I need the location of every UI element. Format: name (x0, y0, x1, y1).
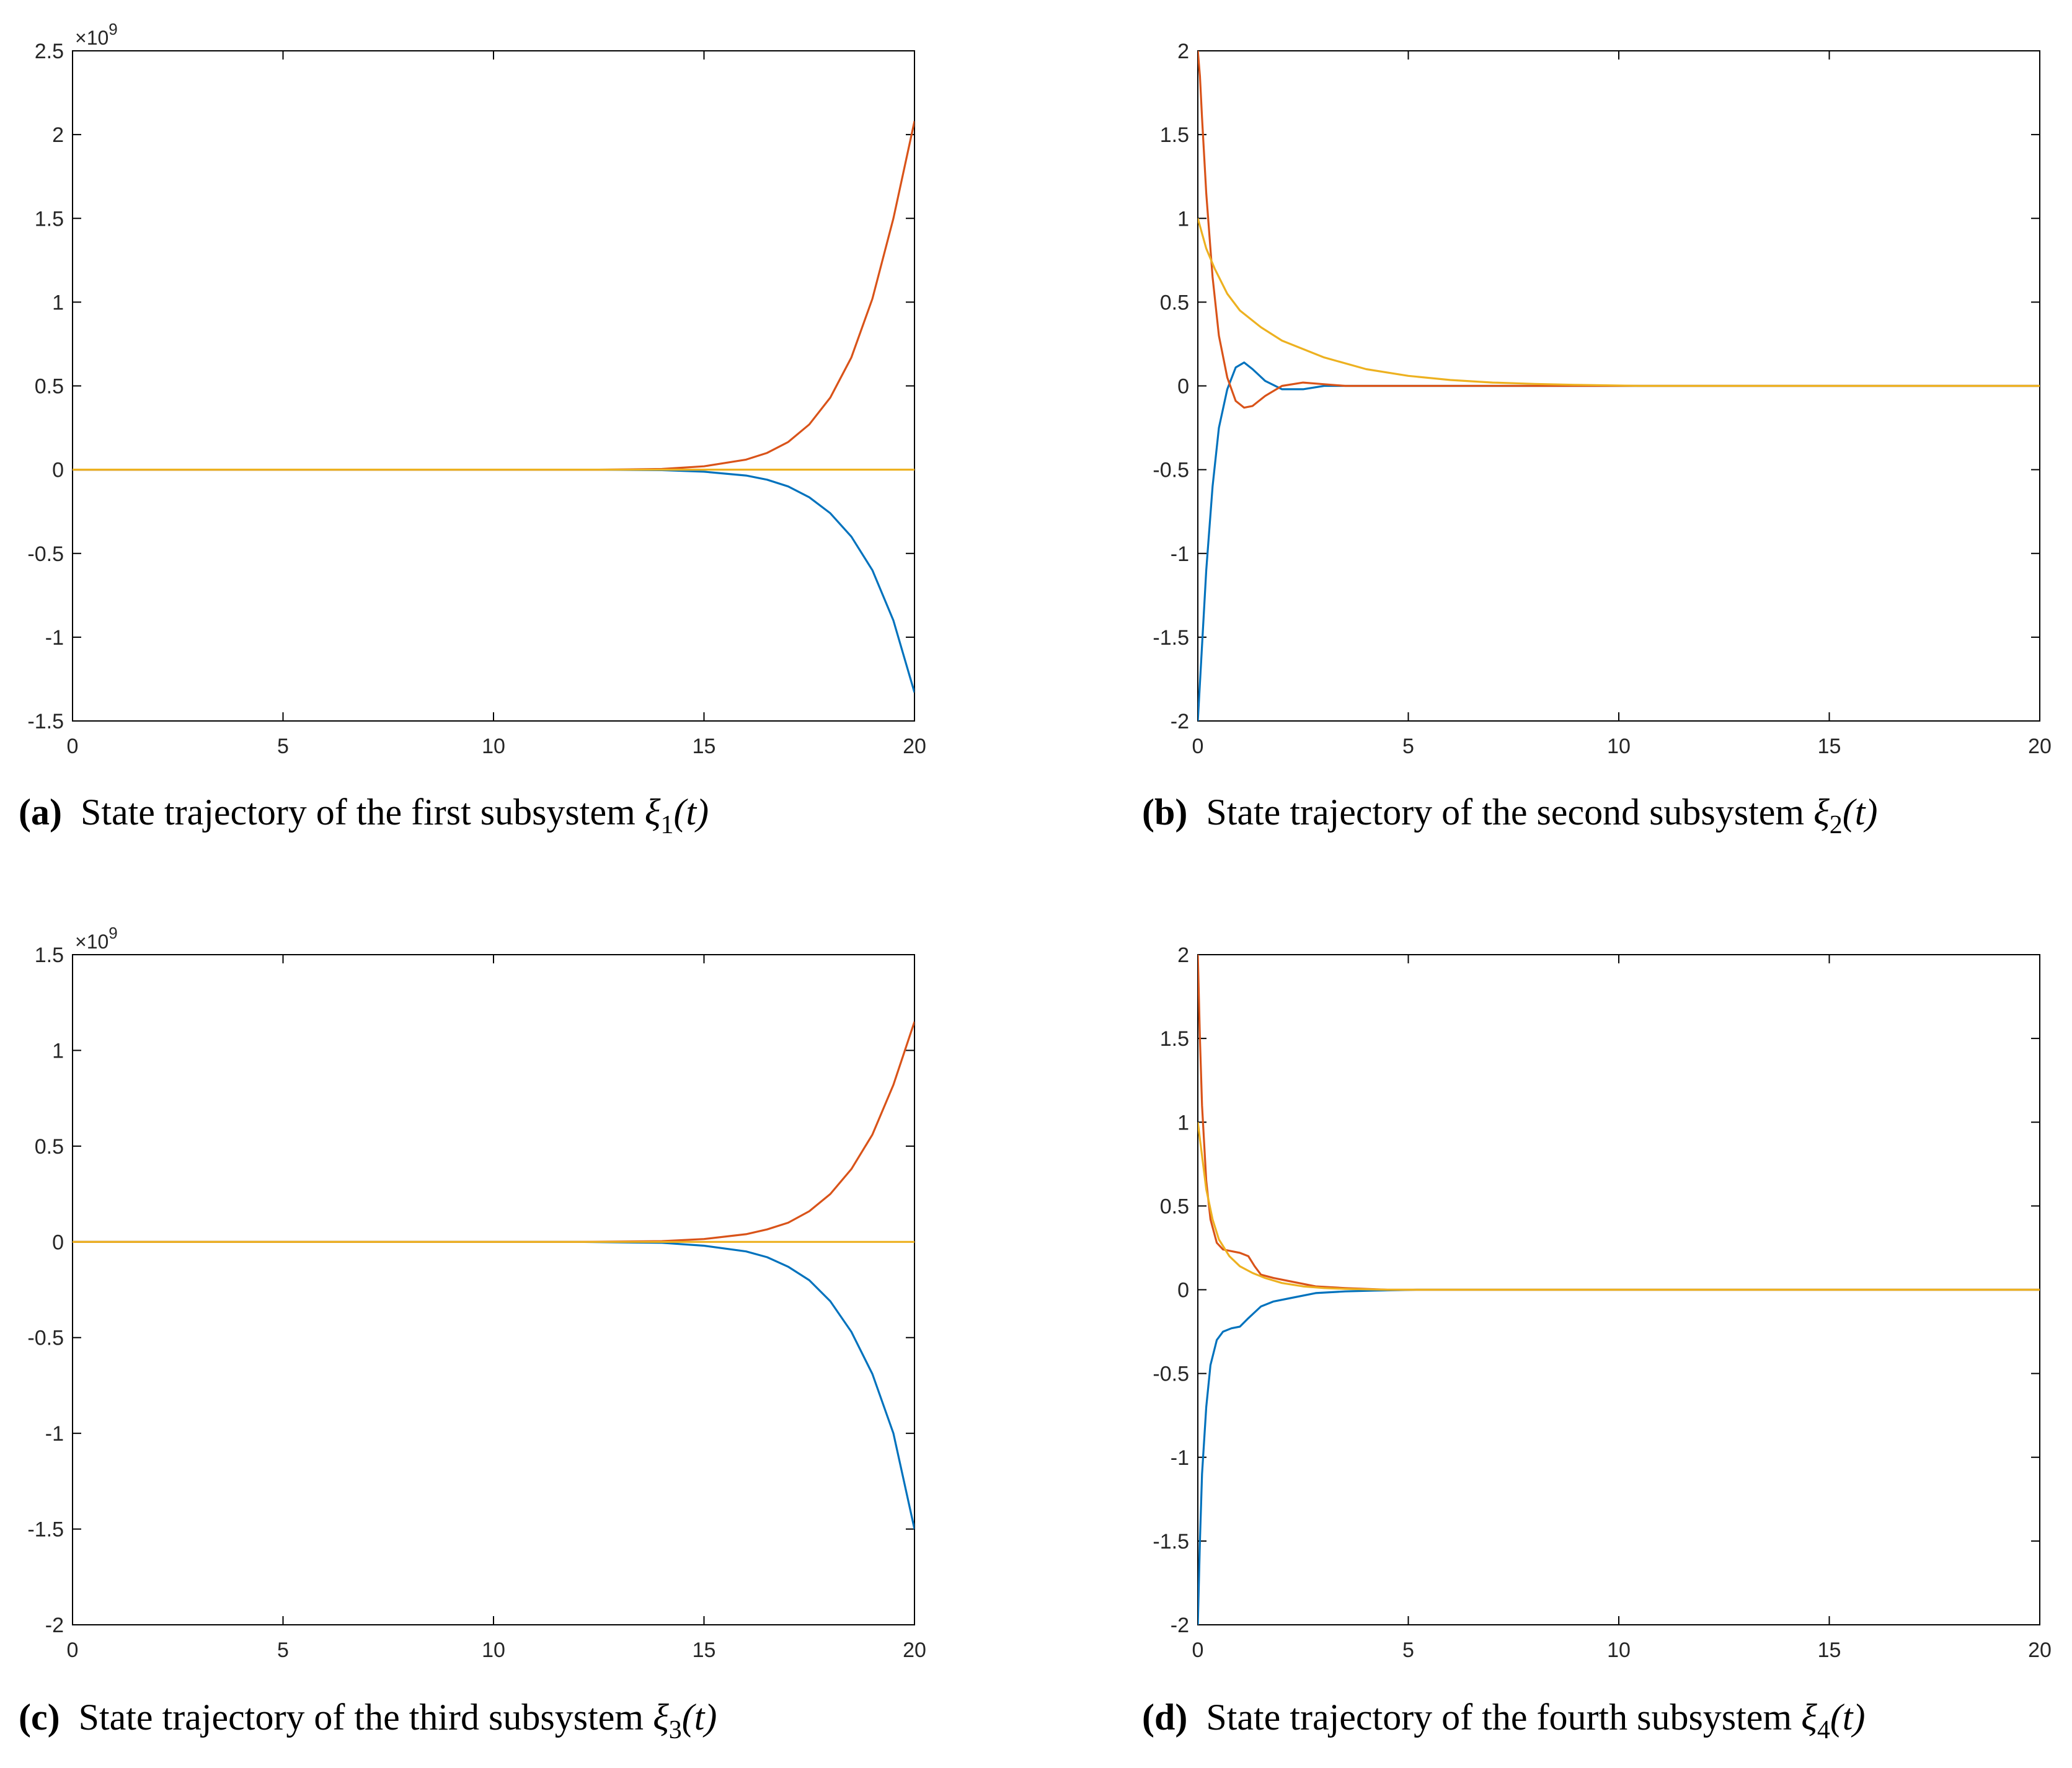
chart-panel-d: 0 5 10 15 20 -2 -1.5 -1 -0.5 0 0.5 1 1.5 2 (d) State t… (1142, 944, 2052, 1744)
y-tick-label: -0.5 (27, 542, 64, 566)
chart-panel-b: 0 5 10 15 20 -2 -1.5 -1 -0.5 0 0.5 1 1.5 2 (b) State t… (1142, 40, 2052, 839)
x-tick-label: 10 (1607, 1638, 1631, 1662)
y-tick-label: 1 (1177, 207, 1189, 231)
y-tick-label: 2.5 (35, 40, 64, 63)
chart-panel-a: 0 5 10 15 20 -1.5 -1 -0.5 0 0.5 1 1.5 2 2.5 ×109 (a) St… (19, 20, 926, 839)
x-tick-label: 0 (1192, 735, 1204, 758)
series-line-b-3 (1198, 218, 2040, 387)
chart-panel-c: 0 5 10 15 20 -2 -1.5 -1 -0.5 0 0.5 1 1.5 ×109 (c) Stat… (19, 924, 926, 1744)
x-tick-label: 20 (2028, 1638, 2052, 1662)
plot-frame-a (72, 50, 915, 722)
y-axis-exponent: ×109 (75, 924, 118, 953)
x-tick-label: 15 (1818, 1638, 1841, 1662)
y-tick-label: 1 (52, 1039, 64, 1063)
x-tick-label: 15 (1818, 735, 1841, 758)
caption-b: (b) State trajectory of the second subsy… (1142, 792, 1877, 839)
y-tick-label: -1.5 (1153, 1530, 1189, 1554)
y-tick-label: 0 (1177, 1279, 1189, 1302)
y-tick-label: -2 (1171, 710, 1189, 733)
series-line-d-2 (1198, 955, 2040, 1291)
y-tick-label: 1.5 (1160, 1027, 1189, 1051)
y-tick-label: 0 (1177, 375, 1189, 399)
series-line-d-3 (1198, 1122, 2040, 1291)
x-tick-label: 10 (482, 735, 505, 758)
x-tick-label: 15 (693, 1638, 716, 1662)
x-tick-label: 10 (1607, 735, 1631, 758)
y-tick-label: 0.5 (1160, 291, 1189, 314)
x-tick-label: 5 (277, 1638, 289, 1662)
y-axis-exponent: ×109 (75, 20, 118, 49)
y-tick-label: 0.5 (1160, 1195, 1189, 1218)
x-tick-label: 20 (903, 735, 926, 758)
y-tick-label: -1.5 (27, 710, 64, 733)
y-tick-label: 0.5 (35, 375, 64, 399)
y-tick-label: -0.5 (1153, 459, 1189, 482)
x-tick-label: 5 (1402, 735, 1414, 758)
y-tick-label: -1.5 (1153, 626, 1189, 650)
x-tick-label: 20 (903, 1638, 926, 1662)
y-tick-label: -1 (45, 1422, 64, 1446)
x-tick-label: 10 (482, 1638, 505, 1662)
x-tick-label: 0 (67, 735, 79, 758)
y-tick-label: -1.5 (27, 1518, 64, 1542)
y-tick-label: -1 (1171, 542, 1189, 566)
x-tick-label: 20 (2028, 735, 2052, 758)
y-tick-label: 1 (52, 291, 64, 314)
caption-c: (c) State trajectory of the third subsys… (19, 1697, 717, 1744)
y-tick-label: 1 (1177, 1111, 1189, 1134)
y-tick-label: 0 (52, 1231, 64, 1254)
x-tick-label: 15 (693, 735, 716, 758)
series-line-d-1 (1198, 1288, 2040, 1625)
y-tick-label: -1 (1171, 1446, 1189, 1470)
y-tick-label: 2 (1177, 944, 1189, 967)
y-tick-label: 2 (1177, 40, 1189, 63)
y-tick-label: -2 (45, 1614, 64, 1637)
y-tick-label: 1.5 (35, 207, 64, 231)
y-tick-label: -0.5 (27, 1327, 64, 1350)
series-line-b-2 (1198, 51, 2040, 409)
caption-d: (d) State trajectory of the fourth subsy… (1142, 1697, 1865, 1744)
y-tick-label: 0 (52, 459, 64, 482)
y-tick-label: 1.5 (35, 944, 64, 967)
x-tick-label: 0 (1192, 1638, 1204, 1662)
plot-frame-c (72, 954, 915, 1625)
y-tick-label: -0.5 (1153, 1363, 1189, 1386)
y-tick-label: 0.5 (35, 1135, 64, 1159)
y-tick-label: 2 (52, 123, 64, 147)
y-tick-label: -2 (1171, 1614, 1189, 1637)
x-tick-label: 5 (1402, 1638, 1414, 1662)
x-tick-label: 0 (67, 1638, 79, 1662)
caption-a: (a) State trajectory of the first subsys… (19, 792, 709, 839)
y-tick-label: -1 (45, 626, 64, 650)
x-tick-label: 5 (277, 735, 289, 758)
y-tick-label: 1.5 (1160, 123, 1189, 147)
